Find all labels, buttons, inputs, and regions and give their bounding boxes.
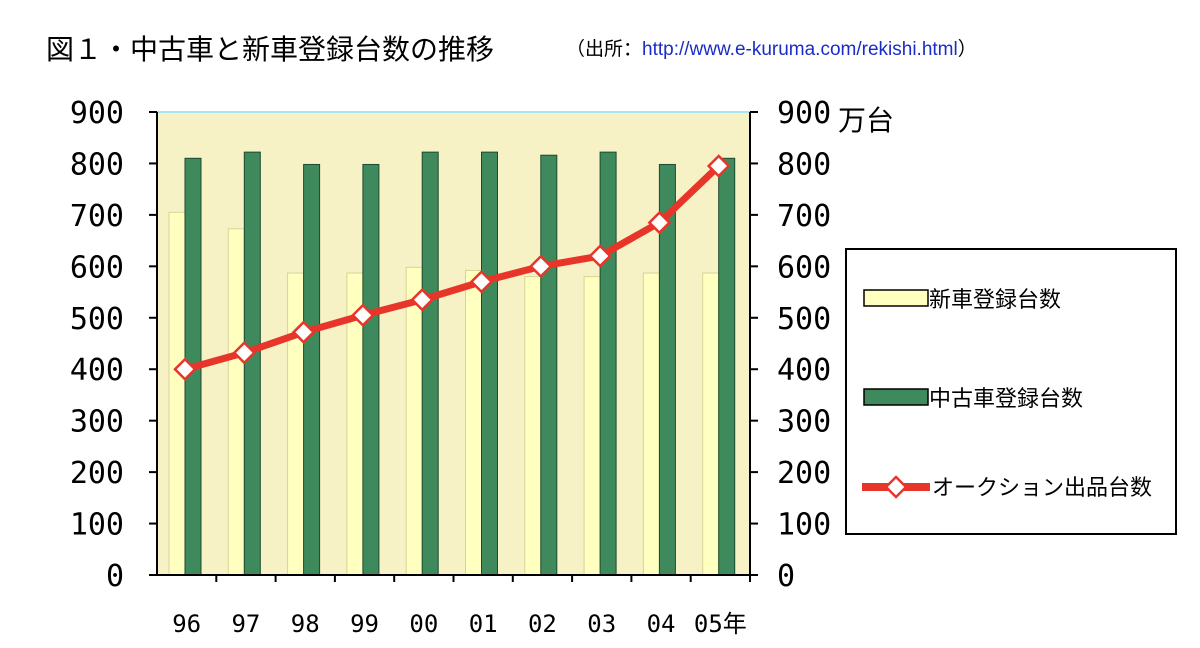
legend-marker-auction: [884, 475, 908, 499]
auction-point-01: [469, 269, 494, 294]
bar-new-car-03: [583, 276, 601, 576]
bar-used-car-05年: [718, 157, 736, 576]
bar-new-car-02: [524, 276, 542, 576]
y-right-tick-label-0: 0: [777, 559, 795, 594]
y-right-tick-label-700: 700: [777, 199, 831, 234]
bar-new-car-97: [227, 228, 245, 576]
y-right-tick-label-200: 200: [777, 456, 831, 491]
bar-used-car-01: [481, 151, 498, 576]
legend: 新車登録台数 中古車登録台数 オークション出品台数: [845, 248, 1177, 535]
x-tick-label-01: 01: [469, 610, 498, 638]
bar-used-car-00: [421, 151, 439, 576]
y-left-tick-label-500: 500: [70, 302, 124, 337]
auction-point-04: [647, 210, 672, 235]
source-prefix: （出所：: [566, 38, 643, 60]
y-left-tick-label-700: 700: [70, 199, 124, 234]
y-left-tick-label-0: 0: [106, 559, 124, 594]
bars-layer: [168, 151, 736, 576]
auction-point-97: [232, 340, 257, 365]
bar-new-car-05年: [702, 272, 720, 576]
source-url[interactable]: http://www.e-kuruma.com/rekishi.html: [642, 39, 958, 60]
auction-point-96: [173, 357, 197, 381]
y-right-tick-label-300: 300: [777, 405, 831, 440]
x-tick-label-99: 99: [350, 610, 379, 638]
auction-point-02: [529, 254, 553, 279]
auction-point-99: [351, 303, 375, 327]
chart-title: 図１・中古車と新車登録台数の推移: [46, 33, 495, 66]
y-axis-left-ticks: 0 100 200 300 400 500 600 700 800 900: [70, 96, 157, 594]
auction-point-98: [291, 320, 316, 344]
y-left-tick-label-300: 300: [70, 405, 124, 440]
bar-new-car-00: [405, 266, 423, 576]
x-tick-label-98: 98: [291, 610, 320, 638]
bar-used-car-03: [599, 151, 617, 576]
bar-used-car-99: [362, 163, 380, 576]
y-right-tick-label-900: 900: [777, 96, 831, 131]
auction-point-00: [410, 288, 434, 312]
legend-label-used-car: 中古車登録台数: [929, 387, 1083, 412]
x-tick-label-04: 04: [647, 610, 676, 638]
auction-point-03: [588, 244, 612, 268]
y-left-tick-label-800: 800: [70, 147, 124, 182]
bar-new-car-96: [168, 211, 186, 576]
bar-used-car-02: [540, 154, 558, 576]
y-axis-right-ticks: 0 100 200 300 400 500 600 700 800 900: [750, 96, 831, 594]
x-tick-label-00: 00: [409, 610, 438, 638]
source-suffix: ）: [957, 38, 977, 60]
source-note: （出所：http://www.e-kuruma.com/rekishi.html…: [566, 34, 977, 61]
bar-used-car-97: [243, 151, 261, 576]
y-right-tick-label-100: 100: [777, 508, 831, 543]
bar-used-car-98: [303, 163, 321, 576]
y-left-tick-label-400: 400: [70, 353, 124, 388]
auction-point-05年: [706, 154, 731, 178]
x-axis-ticks: 96 97 98 99 00 01 02 03 04 05年: [172, 575, 751, 638]
y-right-tick-label-400: 400: [777, 353, 831, 388]
bar-new-car-04: [642, 272, 660, 576]
legend-label-new-car: 新車登録台数: [929, 288, 1061, 313]
y-right-tick-label-600: 600: [777, 250, 831, 285]
x-tick-label-05年: 05年: [694, 610, 747, 638]
x-tick-label-97: 97: [231, 610, 260, 638]
y-right-tick-label-500: 500: [777, 302, 831, 337]
x-tick-label-02: 02: [528, 610, 557, 638]
legend-swatch-used-car: [863, 388, 929, 406]
bar-new-car-01: [465, 269, 482, 576]
bar-new-car-98: [287, 272, 305, 576]
y-left-tick-label-100: 100: [70, 508, 124, 543]
auction-series-line: [184, 163, 722, 373]
x-tick-label-96: 96: [172, 610, 201, 638]
y-left-tick-label-600: 600: [70, 250, 124, 285]
y-left-tick-label-900: 900: [70, 96, 124, 131]
line-layer: [173, 154, 731, 381]
legend-swatch-new-car: [863, 289, 929, 307]
y-right-tick-label-800: 800: [777, 147, 831, 182]
y-left-tick-label-200: 200: [70, 456, 124, 491]
x-tick-label-03: 03: [587, 610, 616, 638]
y-axis-right-unit: 万台: [838, 104, 894, 137]
legend-label-auction: オークション出品台数: [932, 476, 1152, 501]
